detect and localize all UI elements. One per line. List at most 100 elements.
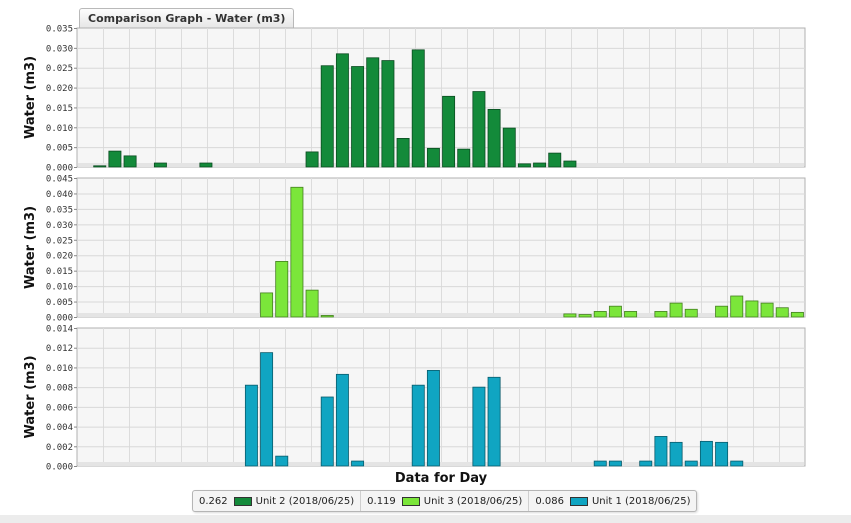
bar-3-24 bbox=[426, 369, 440, 467]
window-bottom-edge bbox=[0, 515, 851, 523]
bar-3-23 bbox=[411, 384, 425, 467]
plot-floor bbox=[78, 462, 804, 466]
y-axis-label: Water (m3) bbox=[23, 206, 38, 289]
legend-item-unit-1[interactable]: 0.086 Unit 1 (2018/06/25) bbox=[529, 491, 696, 511]
legend-label-unit-2: Unit 2 (2018/06/25) bbox=[255, 495, 355, 507]
legend-total-unit-3: 0.119 bbox=[367, 495, 396, 507]
bar-1-33 bbox=[563, 160, 577, 168]
y-tick-label: 0.040 bbox=[46, 190, 73, 200]
y-tick-label: 0.035 bbox=[46, 25, 73, 35]
y-tick-label: 0.030 bbox=[46, 221, 73, 231]
y-tick-label: 0.000 bbox=[46, 314, 73, 324]
legend-swatch-unit-3 bbox=[401, 496, 420, 506]
y-tick-label: 0.010 bbox=[46, 283, 73, 293]
bar-3-28 bbox=[487, 376, 501, 467]
bar-3-36 bbox=[608, 460, 622, 467]
bar-2-35 bbox=[593, 311, 607, 318]
bar-1-22 bbox=[396, 138, 410, 168]
bar-3-38 bbox=[639, 460, 653, 467]
bar-3-35 bbox=[593, 460, 607, 467]
bar-1-3 bbox=[108, 150, 122, 168]
chart-panel-1: 0.000 0.005 0.010 0.015 0.020 0.025 0.030 0.035… bbox=[23, 25, 806, 174]
legend-swatch-unit-2 bbox=[233, 496, 252, 506]
bar-2-17 bbox=[320, 315, 334, 318]
x-axis-label: Data for Day bbox=[395, 471, 488, 486]
bar-2-14 bbox=[275, 260, 289, 318]
bar-2-45 bbox=[745, 300, 759, 318]
legend: 0.262 Unit 2 (2018/06/25) 0.119 Unit 3 (… bbox=[192, 490, 698, 512]
bar-3-17 bbox=[320, 396, 334, 467]
legend-item-unit-3[interactable]: 0.119 Unit 3 (2018/06/25) bbox=[361, 491, 530, 511]
y-tick-label: 0.000 bbox=[46, 463, 73, 473]
chart-panel-3: 0.000 0.002 0.004 0.006 0.008 0.010 0.012 0.014… bbox=[23, 325, 806, 486]
bar-2-36 bbox=[608, 305, 622, 318]
y-tick-label: 0.025 bbox=[46, 64, 73, 74]
legend-total-unit-2: 0.262 bbox=[199, 495, 228, 507]
y-tick-label: 0.012 bbox=[46, 344, 73, 354]
bar-1-29 bbox=[502, 127, 516, 168]
bar-2-39 bbox=[654, 311, 668, 318]
y-tick-label: 0.014 bbox=[46, 325, 73, 335]
y-tick-label: 0.002 bbox=[46, 443, 73, 453]
bar-2-15 bbox=[290, 186, 304, 318]
y-tick-label: 0.020 bbox=[46, 252, 73, 262]
bar-2-44 bbox=[730, 295, 744, 318]
y-tick-label: 0.025 bbox=[46, 236, 73, 246]
bar-3-40 bbox=[669, 441, 683, 467]
bar-2-33 bbox=[563, 313, 577, 318]
bar-2-40 bbox=[669, 302, 683, 318]
bar-2-46 bbox=[760, 302, 774, 318]
plot-floor bbox=[78, 313, 804, 317]
y-tick-label: 0.008 bbox=[46, 384, 73, 394]
bar-3-44 bbox=[730, 460, 744, 467]
bar-3-13 bbox=[260, 352, 274, 467]
bar-2-47 bbox=[775, 307, 789, 318]
bar-1-9 bbox=[199, 162, 213, 168]
bar-1-30 bbox=[517, 163, 531, 168]
bar-2-43 bbox=[715, 305, 729, 318]
bar-1-18 bbox=[335, 53, 349, 168]
bar-2-16 bbox=[305, 289, 319, 318]
graph-tab[interactable]: Comparison Graph - Water (m3) bbox=[79, 8, 295, 28]
y-axis-label: Water (m3) bbox=[23, 355, 38, 438]
bar-1-32 bbox=[548, 152, 562, 168]
bar-1-2 bbox=[93, 165, 107, 168]
bar-1-23 bbox=[411, 49, 425, 168]
bar-3-18 bbox=[335, 373, 349, 467]
bar-2-41 bbox=[684, 308, 698, 318]
y-tick-label: 0.010 bbox=[46, 124, 73, 134]
bar-1-31 bbox=[533, 162, 547, 168]
bar-3-27 bbox=[472, 386, 486, 467]
bar-3-14 bbox=[275, 455, 289, 467]
bar-3-42 bbox=[699, 440, 713, 467]
chart-panel-2: 0.000 0.005 0.010 0.015 0.020 0.025 0.030 0.035… bbox=[23, 175, 806, 324]
bar-3-19 bbox=[351, 460, 365, 467]
bar-1-25 bbox=[442, 95, 456, 168]
bar-2-34 bbox=[578, 314, 592, 318]
bar-1-26 bbox=[457, 148, 471, 168]
y-tick-label: 0.005 bbox=[46, 298, 73, 308]
bar-3-12 bbox=[244, 384, 258, 467]
bar-3-43 bbox=[715, 441, 729, 467]
bar-2-13 bbox=[260, 292, 274, 318]
y-tick-label: 0.000 bbox=[46, 164, 73, 174]
legend-item-unit-2[interactable]: 0.262 Unit 2 (2018/06/25) bbox=[193, 491, 362, 511]
y-tick-label: 0.020 bbox=[46, 84, 73, 94]
bar-1-17 bbox=[320, 65, 334, 168]
bar-1-6 bbox=[153, 162, 167, 168]
legend-label-unit-3: Unit 3 (2018/06/25) bbox=[423, 495, 523, 507]
y-tick-label: 0.004 bbox=[46, 423, 73, 433]
y-tick-label: 0.030 bbox=[46, 44, 73, 54]
plot-floor bbox=[78, 163, 804, 167]
y-tick-label: 0.006 bbox=[46, 403, 73, 413]
bar-2-37 bbox=[624, 311, 638, 318]
y-tick-label: 0.010 bbox=[46, 364, 73, 374]
y-axis-label: Water (m3) bbox=[23, 56, 38, 139]
bar-2-48 bbox=[790, 311, 804, 318]
bar-1-24 bbox=[426, 147, 440, 168]
y-tick-label: 0.015 bbox=[46, 104, 73, 114]
bar-1-16 bbox=[305, 151, 319, 168]
legend-label-unit-1: Unit 1 (2018/06/25) bbox=[591, 495, 691, 507]
bar-3-41 bbox=[684, 460, 698, 467]
comparison-chart: 0.000 0.005 0.010 0.015 0.020 0.025 0.030 0.035… bbox=[23, 25, 806, 486]
